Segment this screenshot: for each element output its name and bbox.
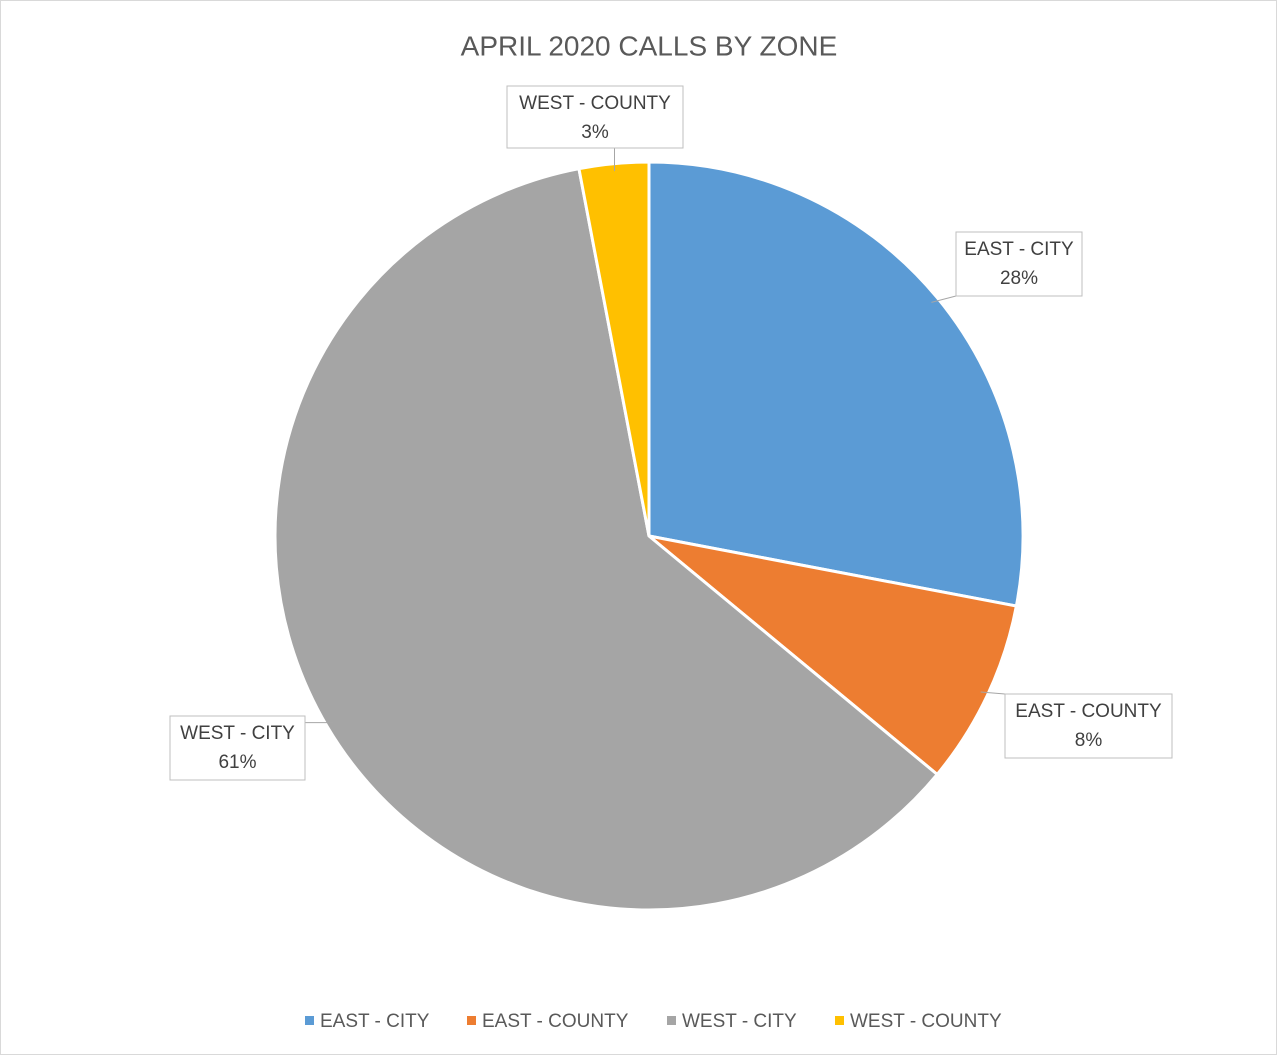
legend-marker — [467, 1016, 476, 1025]
data-label-value: 61% — [218, 752, 256, 773]
label-box — [169, 715, 306, 781]
data-label-value: 28% — [1000, 268, 1038, 289]
pie-slice — [648, 534, 1019, 777]
label-box — [506, 85, 684, 149]
pie-slice — [577, 160, 651, 537]
pie-slice — [273, 166, 940, 912]
legend-marker — [667, 1016, 676, 1025]
label-box — [1004, 693, 1173, 759]
legend-label: EAST - CITY — [320, 1011, 430, 1032]
data-label-name: EAST - COUNTY — [1015, 701, 1162, 722]
chart-title: APRIL 2020 CALLS BY ZONE — [461, 30, 838, 61]
label-leader — [980, 691, 1006, 695]
label-leader — [931, 295, 957, 303]
data-label-value: 8% — [1075, 730, 1103, 751]
legend-label: EAST - COUNTY — [482, 1011, 629, 1032]
data-label-name: WEST - CITY — [180, 723, 295, 744]
legend-marker — [835, 1016, 844, 1025]
legend-marker — [305, 1016, 314, 1025]
pie-slice — [647, 160, 1025, 608]
data-label-name: WEST - COUNTY — [519, 93, 671, 114]
data-label-value: 3% — [581, 122, 609, 143]
data-label-name: EAST - CITY — [964, 239, 1074, 260]
legend-label: WEST - COUNTY — [850, 1011, 1002, 1032]
label-box — [955, 231, 1083, 297]
legend-label: WEST - CITY — [682, 1011, 797, 1032]
